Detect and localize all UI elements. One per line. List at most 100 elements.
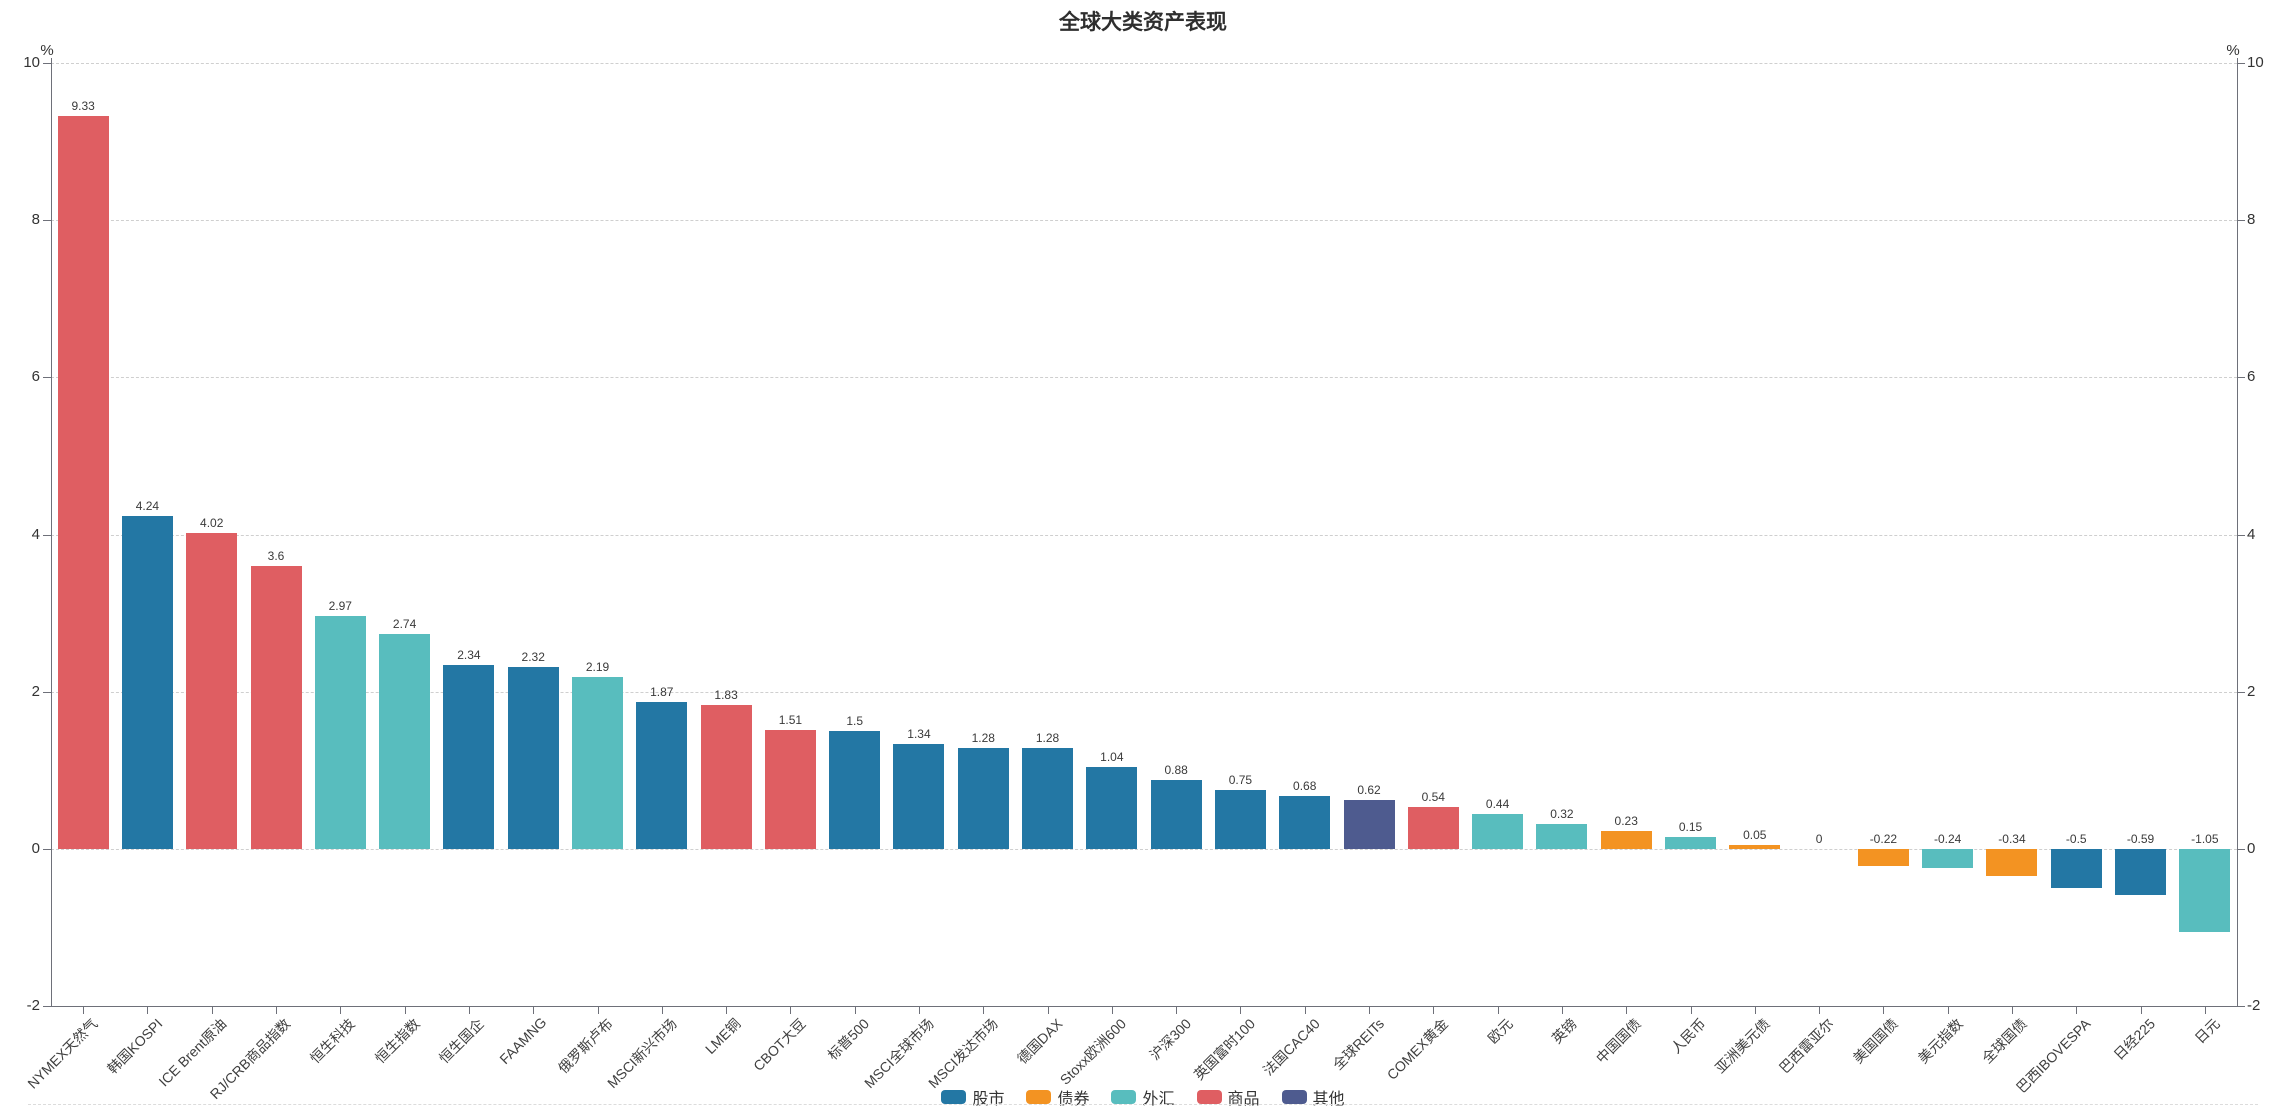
- bar[interactable]: [636, 702, 688, 849]
- x-axis-tick: [211, 1006, 213, 1014]
- bar[interactable]: [186, 533, 238, 849]
- bar[interactable]: [1857, 849, 1909, 867]
- x-axis-tick: [340, 1006, 342, 1014]
- bar-value-label: 0: [1815, 832, 1823, 846]
- bar[interactable]: [250, 566, 302, 849]
- bar[interactable]: [314, 615, 366, 849]
- x-axis-tick: [83, 1006, 85, 1014]
- x-axis-tick: [661, 1006, 663, 1014]
- bar[interactable]: [121, 515, 173, 849]
- legend-item[interactable]: 外汇: [1111, 1085, 1175, 1109]
- x-axis-tick: [1240, 1006, 1242, 1014]
- x-axis-label: CBOT大豆: [749, 1015, 809, 1075]
- bar[interactable]: [1086, 767, 1138, 849]
- bar[interactable]: [1986, 849, 2038, 876]
- y-axis-tick-left: [43, 1006, 51, 1008]
- x-axis-label: 巴西雷亚尔: [1776, 1015, 1837, 1077]
- legend-item[interactable]: 债券: [1026, 1085, 1089, 1109]
- y-axis-tick-left: [43, 220, 51, 222]
- x-axis-label: Stoxx欧洲600: [1057, 1015, 1130, 1088]
- legend-label: 债券: [1057, 1091, 1090, 1108]
- bar[interactable]: [2115, 849, 2167, 896]
- bar[interactable]: [1665, 837, 1716, 849]
- y-axis-tick-right: [2237, 377, 2245, 379]
- bar[interactable]: [1279, 795, 1331, 849]
- bar[interactable]: [2050, 849, 2102, 889]
- legend-swatch-icon: [1281, 1090, 1307, 1104]
- bar[interactable]: [893, 743, 945, 849]
- bar-value-label: -0.22: [1869, 832, 1898, 846]
- bar[interactable]: [1922, 849, 1974, 868]
- x-axis-tick: [1433, 1006, 1435, 1014]
- bar-value-label: -0.24: [1933, 832, 1962, 846]
- bar[interactable]: [507, 666, 559, 849]
- legend-label: 外汇: [1142, 1091, 1175, 1108]
- bar[interactable]: [1729, 845, 1781, 849]
- bar[interactable]: [572, 676, 623, 849]
- x-axis-tick: [1369, 1006, 1371, 1014]
- bar-value-label: 1.51: [778, 713, 803, 728]
- y-axis-tick-right: [2237, 849, 2245, 850]
- bar-value-label: 0.68: [1293, 778, 1317, 793]
- bar[interactable]: [1600, 830, 1652, 849]
- bar-value-label: -1.05: [2191, 832, 2219, 846]
- bar-value-label: 4.24: [135, 498, 160, 513]
- bar-value-label: 0.32: [1550, 806, 1574, 821]
- x-axis-tick: [468, 1006, 470, 1014]
- y-axis-tick-left: [43, 691, 51, 693]
- legend-item[interactable]: 其他: [1281, 1085, 1345, 1109]
- x-axis-tick: [726, 1006, 728, 1014]
- x-axis-label: 欧元: [1484, 1015, 1516, 1047]
- x-axis-tick: [2204, 1006, 2206, 1014]
- y-axis-tick-left: [43, 63, 51, 64]
- x-axis-label: NYMEX天然气: [24, 1015, 101, 1092]
- bar[interactable]: [957, 748, 1009, 849]
- legend-swatch-icon: [1196, 1090, 1222, 1104]
- bar[interactable]: [1407, 806, 1459, 849]
- bar[interactable]: [2179, 849, 2231, 932]
- x-axis-tick: [1176, 1006, 1178, 1014]
- bar-value-label: 0.15: [1678, 820, 1703, 835]
- legend-item[interactable]: 股市: [941, 1085, 1004, 1109]
- x-axis-tick: [983, 1006, 985, 1014]
- bar-value-label: 1.83: [714, 688, 738, 703]
- bar[interactable]: [1022, 748, 1074, 849]
- x-axis-tick: [1819, 1006, 1821, 1014]
- x-axis-label: 韩国KOSPI: [103, 1015, 166, 1077]
- y-axis-label-right: 4: [2247, 525, 2256, 543]
- bar[interactable]: [1214, 790, 1266, 849]
- bar-value-label: 1.34: [907, 726, 931, 741]
- bar[interactable]: [379, 633, 431, 849]
- y-axis-unit-right: %: [2226, 42, 2240, 59]
- x-axis-tick: [1304, 1006, 1306, 1014]
- x-axis-tick: [1883, 1006, 1885, 1014]
- bar[interactable]: [443, 665, 495, 849]
- bar[interactable]: [1150, 779, 1202, 849]
- bar-value-label: -0.34: [1998, 832, 2026, 846]
- bar[interactable]: [1536, 823, 1588, 849]
- y-axis-label-left: 2: [31, 682, 40, 700]
- bar[interactable]: [1472, 814, 1524, 849]
- bar[interactable]: [1343, 800, 1395, 849]
- bar[interactable]: [700, 705, 752, 849]
- bar-value-label: 2.19: [585, 659, 610, 674]
- x-axis-tick: [147, 1006, 149, 1014]
- x-axis-tick: [2011, 1006, 2013, 1014]
- x-axis-label: 德国DAX: [1013, 1015, 1066, 1067]
- x-axis-label: COMEX黄金: [1383, 1015, 1452, 1083]
- x-axis-label: 全球REITs: [1329, 1015, 1387, 1073]
- x-axis-label: LME铜: [702, 1015, 744, 1057]
- legend-label: 其他: [1312, 1091, 1345, 1108]
- bar[interactable]: [829, 731, 881, 849]
- bar[interactable]: [764, 730, 816, 849]
- x-axis-tick: [790, 1006, 792, 1014]
- legend-item[interactable]: 商品: [1196, 1085, 1260, 1109]
- x-axis-tick: [1047, 1006, 1049, 1014]
- x-axis-label: 恒生科技: [307, 1015, 359, 1067]
- bar-value-label: 1.28: [1035, 731, 1060, 746]
- bar-value-label: 2.97: [328, 598, 352, 613]
- x-axis-label: 日元: [2191, 1015, 2223, 1047]
- grid-line: [51, 534, 2237, 536]
- bar[interactable]: [57, 115, 109, 849]
- bottom-divider: [28, 1104, 2258, 1105]
